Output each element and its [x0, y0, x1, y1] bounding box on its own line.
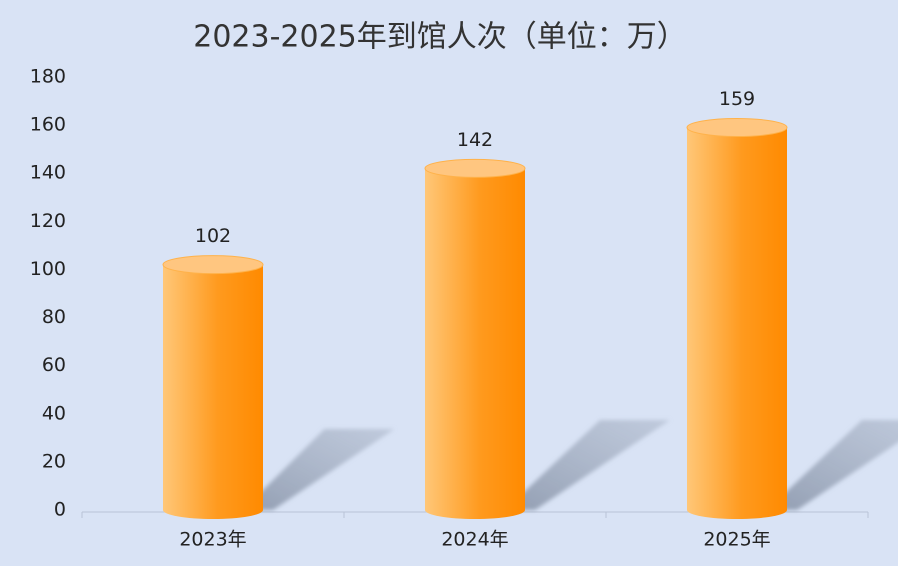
y-tick-label: 80	[42, 306, 66, 328]
y-tick-label: 180	[30, 66, 66, 88]
bar-shadow	[505, 420, 670, 510]
x-tick-label: 2025年	[703, 529, 770, 551]
y-tick-label: 120	[30, 210, 66, 232]
value-label: 142	[457, 129, 493, 151]
bar-shadow	[243, 429, 395, 510]
bar-top	[162, 255, 264, 275]
bar-shadow	[767, 420, 898, 510]
y-tick-label: 0	[54, 499, 66, 521]
y-tick-label: 20	[42, 450, 66, 472]
x-tick-label: 2023年	[179, 529, 246, 551]
bar	[424, 158, 526, 519]
bar-top	[686, 118, 788, 138]
y-tick-label: 160	[30, 114, 66, 136]
value-label: 102	[195, 225, 231, 247]
bar	[162, 255, 264, 519]
value-label: 159	[719, 88, 755, 110]
bar-top	[424, 158, 526, 178]
y-tick-label: 60	[42, 354, 66, 376]
y-tick-label: 140	[30, 162, 66, 184]
y-tick-label: 40	[42, 402, 66, 424]
bar-body	[425, 168, 525, 510]
bar	[686, 118, 788, 519]
bar-body	[163, 264, 263, 510]
y-tick-label: 100	[30, 258, 66, 280]
x-tick-label: 2024年	[441, 529, 508, 551]
chart-title: 2023-2025年到馆人次（单位：万）	[193, 20, 687, 55]
bar-body	[687, 127, 787, 511]
